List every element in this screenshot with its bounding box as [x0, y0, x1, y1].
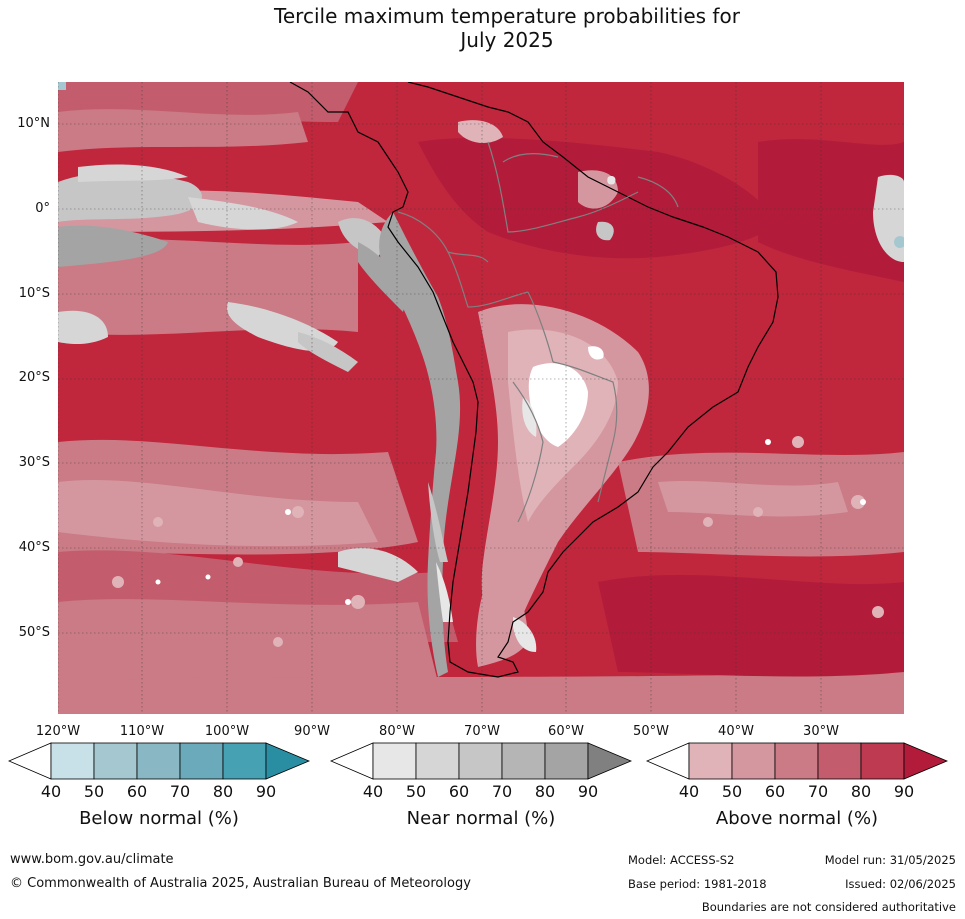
colorbar-segment — [458, 742, 503, 780]
lon-label-100w: 100°W — [204, 724, 250, 739]
footer-disclaimer: Boundaries are not considered authoritat… — [701, 900, 956, 914]
lat-label-50s: 50°S — [18, 625, 50, 640]
colorbar-low-extend — [8, 742, 52, 780]
colorbar-above-normal — [646, 742, 948, 780]
lat-label-40s: 40°S — [18, 540, 50, 555]
colorbar-tick-label: 70 — [491, 782, 513, 801]
lon-label-70w: 70°W — [464, 724, 500, 739]
colorbar-segment — [93, 742, 138, 780]
coastline — [289, 82, 779, 678]
colorbar-tick-label: 50 — [83, 782, 105, 801]
footer-issued: Issued: 02/06/2025 — [845, 877, 956, 891]
colorbar-tick-label: 90 — [577, 782, 599, 801]
lon-label-60w: 60°W — [548, 724, 584, 739]
colorbar-tick-label: 60 — [126, 782, 148, 801]
title-line-1: Tercile maximum temperature probabilitie… — [274, 4, 740, 28]
colorbar-below-normal — [8, 742, 310, 780]
colorbar-segment — [415, 742, 460, 780]
colorbar-tick-label: 80 — [850, 782, 872, 801]
lon-label-90w: 90°W — [294, 724, 330, 739]
footer-base-period: Base period: 1981-2018 — [628, 877, 767, 891]
lon-label-30w: 30°W — [803, 724, 839, 739]
ocean-white-specks — [155, 439, 866, 605]
colorbar-high-extend — [587, 742, 632, 780]
lon-label-80w: 80°W — [379, 724, 415, 739]
colorbar-tick-label: 60 — [764, 782, 786, 801]
colorbar-segment — [501, 742, 546, 780]
map-title: Tercile maximum temperature probabilitie… — [0, 4, 965, 52]
colorbar-near-normal — [330, 742, 632, 780]
colorbar-tick-label: 40 — [362, 782, 384, 801]
colorbar-tick-label: 80 — [534, 782, 556, 801]
colorbar-segment — [544, 742, 589, 780]
colorbar-tick-label: 70 — [807, 782, 829, 801]
lat-label-20s: 20°S — [18, 370, 50, 385]
colorbar-low-extend — [330, 742, 374, 780]
colorbar-high-extend — [265, 742, 310, 780]
footer-model: Model: ACCESS-S2 — [628, 853, 735, 867]
ocean-specks — [112, 436, 884, 647]
lat-label-0: 0° — [35, 201, 50, 216]
footer-copyright: © Commonwealth of Australia 2025, Austra… — [10, 876, 471, 891]
colorbar-tick-label: 70 — [169, 782, 191, 801]
map-svg — [58, 82, 904, 714]
colorbar-segment — [179, 742, 224, 780]
colorbar-segment — [222, 742, 267, 780]
colorbar-title-above: Above normal (%) — [715, 808, 879, 829]
colorbar-tick-label: 50 — [405, 782, 427, 801]
colorbar-title-near: Near normal (%) — [406, 808, 556, 829]
colorbar-tick-label: 40 — [678, 782, 700, 801]
colorbar-segment — [136, 742, 181, 780]
footer-model-run: Model run: 31/05/2025 — [824, 853, 956, 867]
colorbar-high-extend — [903, 742, 948, 780]
colorbar-segment — [817, 742, 862, 780]
colorbar-tick-label: 90 — [255, 782, 277, 801]
lon-label-40w: 40°W — [718, 724, 754, 739]
colorbar-low-extend — [646, 742, 690, 780]
probability-map — [58, 82, 904, 714]
colorbar-tick-label: 60 — [448, 782, 470, 801]
lon-label-50w: 50°W — [633, 724, 669, 739]
colorbar-segment — [860, 742, 905, 780]
near-normal-patches — [58, 82, 904, 582]
colorbar-segment — [731, 742, 776, 780]
colorbar-tick-label: 90 — [893, 782, 915, 801]
footer-website: www.bom.gov.au/climate — [10, 852, 174, 867]
lon-label-120w: 120°W — [35, 724, 81, 739]
colorbar-tick-label: 50 — [721, 782, 743, 801]
colorbar-segment — [688, 742, 733, 780]
lon-label-110w: 110°W — [119, 724, 165, 739]
colorbar-segment — [372, 742, 417, 780]
colorbar-tick-label: 80 — [212, 782, 234, 801]
colorbar-title-below: Below normal (%) — [79, 808, 239, 829]
lat-label-10s: 10°S — [18, 286, 50, 301]
colorbar-segment — [774, 742, 819, 780]
colorbar-segment — [50, 742, 95, 780]
lat-label-10n: 10°N — [17, 116, 50, 131]
lat-label-30s: 30°S — [18, 455, 50, 470]
continent-probability-shading — [379, 120, 778, 677]
title-line-2: July 2025 — [460, 28, 554, 52]
country-borders — [397, 141, 679, 523]
colorbar-tick-label: 40 — [40, 782, 62, 801]
graticule — [58, 82, 904, 714]
